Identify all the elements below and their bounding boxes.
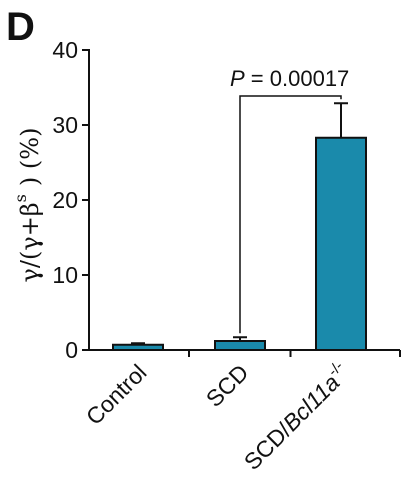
panel-label: D (6, 5, 35, 49)
y-axis-title: γ/(γ+βs ) (%) (11, 128, 44, 283)
y-axis-title-tail: ) (%) (16, 128, 44, 187)
bar (315, 136, 367, 351)
y-axis-title-base: γ/(γ+β (16, 202, 44, 282)
y-tick-label: 20 (52, 187, 78, 213)
y-tick-label: 10 (52, 262, 78, 288)
y-axis-title-superscript: s (11, 194, 30, 202)
bar (214, 340, 266, 351)
p-value-label: P = 0.00017 (230, 66, 349, 91)
significance-bracket (239, 95, 342, 334)
x-category-label: SCD (201, 359, 254, 412)
x-category-label: SCD/Bcl11a-/- (237, 358, 354, 475)
y-tick-label: 30 (52, 112, 78, 138)
bar (112, 343, 164, 351)
y-tick-label: 0 (65, 337, 78, 363)
x-category-label: Control (81, 359, 152, 430)
y-tick-label: 40 (52, 37, 78, 63)
